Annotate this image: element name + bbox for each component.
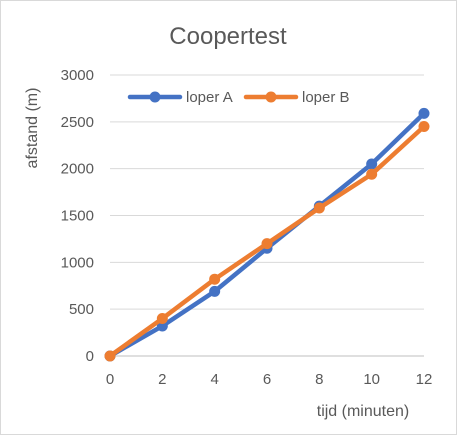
x-axis-label: tijd (minuten)	[317, 403, 409, 420]
x-tick-label: 12	[416, 371, 433, 388]
x-tick-label: 0	[106, 371, 114, 388]
x-tick-label: 4	[210, 371, 218, 388]
legend-item: loper A	[127, 89, 233, 106]
data-point	[209, 285, 221, 297]
y-tick-label: 2000	[61, 161, 94, 178]
y-tick-label: 1000	[61, 254, 94, 271]
x-tick-label: 2	[158, 371, 166, 388]
y-axis-ticks: 0 500 1000 1500 2000 2500 3000	[61, 67, 94, 365]
y-axis-label: afstand (m)	[24, 88, 41, 169]
legend-label: loper B	[302, 89, 350, 106]
chart-title: Coopertest	[169, 23, 287, 50]
legend-item: loper B	[243, 89, 350, 106]
x-tick-label: 6	[263, 371, 271, 388]
data-point	[261, 238, 273, 250]
legend-label: loper A	[186, 89, 233, 106]
y-tick-label: 3000	[61, 67, 94, 84]
legend: loper A loper B	[127, 89, 350, 106]
data-point	[418, 121, 430, 133]
data-point	[209, 273, 221, 285]
x-axis-ticks: 0 2 4 6 8 10 12	[106, 371, 433, 388]
series-b	[104, 121, 430, 362]
legend-marker	[149, 91, 161, 103]
data-point	[418, 107, 430, 119]
data-point	[313, 202, 325, 214]
y-tick-label: 1500	[61, 208, 94, 225]
data-point	[104, 350, 116, 362]
x-tick-label: 8	[315, 371, 323, 388]
series-group	[104, 107, 430, 362]
data-point	[366, 168, 378, 180]
x-tick-label: 10	[363, 371, 380, 388]
data-point	[156, 313, 168, 325]
y-tick-label: 0	[86, 348, 94, 365]
y-tick-label: 2500	[61, 114, 94, 131]
data-point	[366, 158, 378, 170]
legend-marker	[265, 91, 277, 103]
y-tick-label: 500	[69, 301, 94, 318]
grid	[110, 74, 424, 357]
